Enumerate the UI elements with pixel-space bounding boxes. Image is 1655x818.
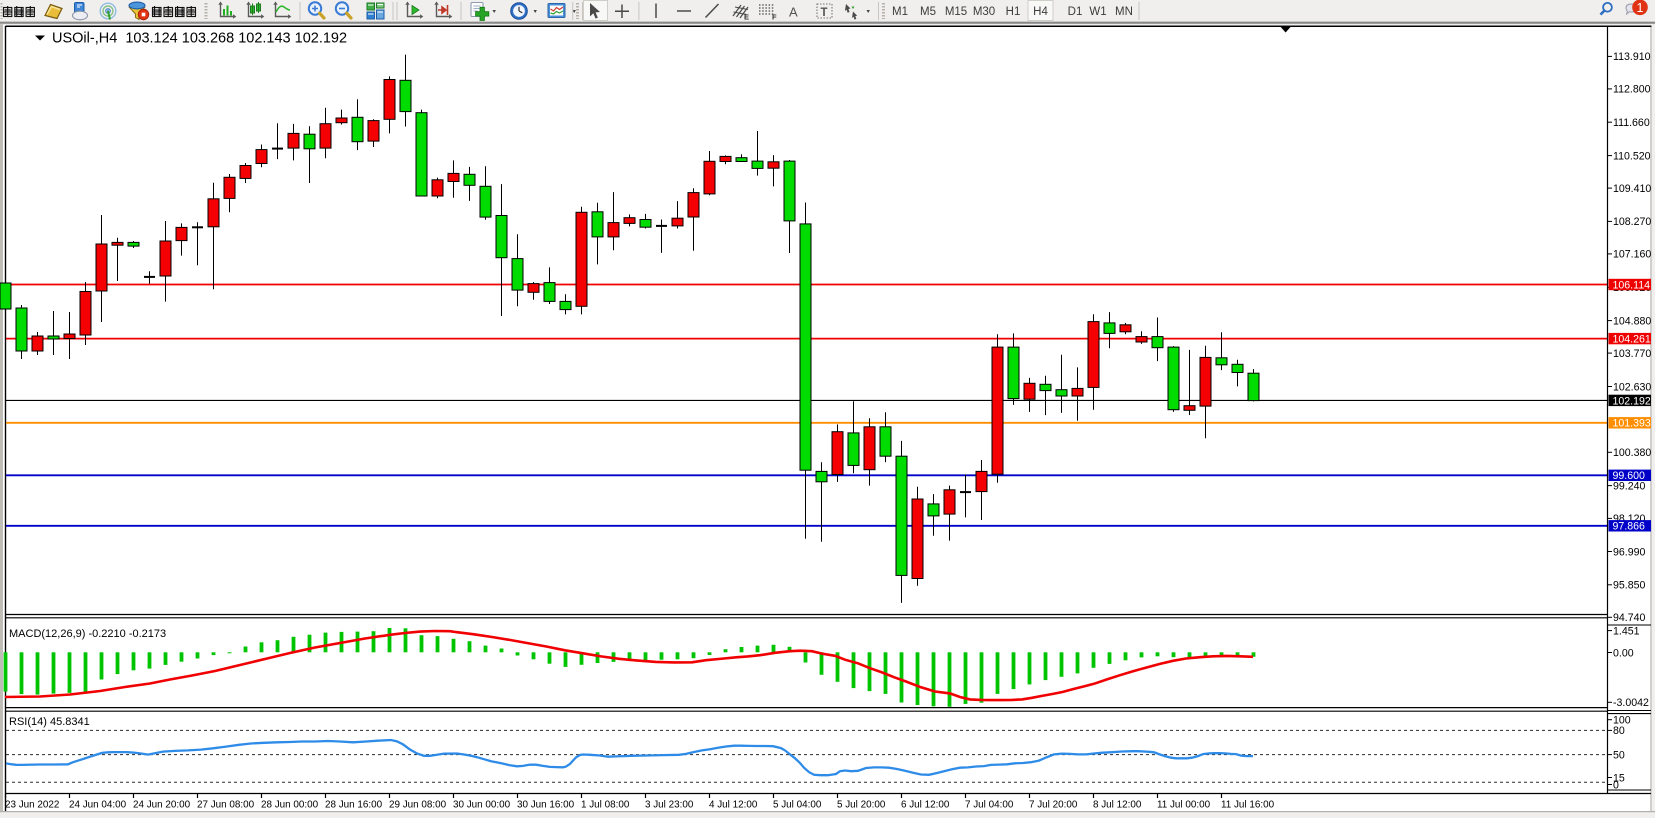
svg-text:15: 15 xyxy=(1613,772,1625,784)
svg-text:80: 80 xyxy=(1613,725,1625,737)
svg-text:30 Jun 00:00: 30 Jun 00:00 xyxy=(453,800,511,811)
svg-text:MN: MN xyxy=(1115,6,1133,18)
svg-text:3 Jul 23:00: 3 Jul 23:00 xyxy=(645,800,694,811)
svg-text:29 Jun 08:00: 29 Jun 08:00 xyxy=(389,800,447,811)
svg-text:97.866: 97.866 xyxy=(1613,521,1646,533)
svg-text:28 Jun 16:00: 28 Jun 16:00 xyxy=(325,800,383,811)
svg-text:T: T xyxy=(821,7,828,19)
svg-text:D1: D1 xyxy=(1068,6,1083,18)
svg-text:99.240: 99.240 xyxy=(1613,480,1646,492)
svg-text:23 Jun 2022: 23 Jun 2022 xyxy=(5,800,59,811)
svg-text:A: A xyxy=(789,5,798,20)
svg-text:111.660: 111.660 xyxy=(1613,117,1650,129)
svg-text:E: E xyxy=(744,13,749,22)
svg-text:103.770: 103.770 xyxy=(1613,348,1651,360)
svg-text:MACD(12,26,9) -0.2210 -0.2173: MACD(12,26,9) -0.2210 -0.2173 xyxy=(9,628,166,640)
svg-text:104.261: 104.261 xyxy=(1613,334,1651,346)
svg-text:108.270: 108.270 xyxy=(1613,216,1651,228)
svg-text:1.451: 1.451 xyxy=(1613,625,1640,637)
svg-text:USOil-,H4 103.124 103.268 102: USOil-,H4 103.124 103.268 102.143 102.19… xyxy=(52,31,347,47)
svg-text:1 Jul 08:00: 1 Jul 08:00 xyxy=(581,800,630,811)
svg-text:101.393: 101.393 xyxy=(1613,418,1651,430)
svg-text:96.990: 96.990 xyxy=(1613,546,1646,558)
svg-text:112.800: 112.800 xyxy=(1613,84,1651,96)
svg-text:RSI(14) 45.8341: RSI(14) 45.8341 xyxy=(9,716,90,728)
svg-text:99.600: 99.600 xyxy=(1613,470,1646,482)
svg-text:4 Jul 12:00: 4 Jul 12:00 xyxy=(709,800,758,811)
svg-text:7 Jul 20:00: 7 Jul 20:00 xyxy=(1029,800,1078,811)
svg-text:24 Jun 20:00: 24 Jun 20:00 xyxy=(133,800,191,811)
svg-text:7 Jul 04:00: 7 Jul 04:00 xyxy=(965,800,1014,811)
svg-text:0: 0 xyxy=(1613,779,1619,791)
svg-text:109.410: 109.410 xyxy=(1613,183,1651,195)
svg-text:-3.0042: -3.0042 xyxy=(1613,697,1649,709)
svg-text:50: 50 xyxy=(1613,749,1625,761)
svg-text:5 Jul 04:00: 5 Jul 04:00 xyxy=(773,800,822,811)
svg-text:30 Jun 16:00: 30 Jun 16:00 xyxy=(517,800,575,811)
svg-text:95.850: 95.850 xyxy=(1613,580,1646,592)
svg-text:H4: H4 xyxy=(1033,6,1048,18)
svg-text:102.630: 102.630 xyxy=(1613,381,1651,393)
svg-text:107.160: 107.160 xyxy=(1613,249,1651,261)
svg-text:8 Jul 12:00: 8 Jul 12:00 xyxy=(1093,800,1142,811)
svg-text:M15: M15 xyxy=(945,6,967,18)
svg-text:W1: W1 xyxy=(1089,6,1106,18)
svg-text:H1: H1 xyxy=(1006,6,1021,18)
svg-text:0.00: 0.00 xyxy=(1613,647,1634,659)
svg-text:102.192: 102.192 xyxy=(1613,395,1651,407)
svg-text:6 Jul 12:00: 6 Jul 12:00 xyxy=(901,800,950,811)
svg-text:27 Jun 08:00: 27 Jun 08:00 xyxy=(197,800,255,811)
svg-text:24 Jun 04:00: 24 Jun 04:00 xyxy=(69,800,127,811)
svg-text:28 Jun 00:00: 28 Jun 00:00 xyxy=(261,800,319,811)
svg-text:M5: M5 xyxy=(920,6,936,18)
svg-text:F: F xyxy=(772,13,777,22)
svg-text:5 Jul 20:00: 5 Jul 20:00 xyxy=(837,800,886,811)
svg-text:1: 1 xyxy=(1637,1,1644,15)
svg-text:106.114: 106.114 xyxy=(1613,279,1651,291)
svg-text:94.740: 94.740 xyxy=(1613,612,1646,624)
svg-text:11 Jul 16:00: 11 Jul 16:00 xyxy=(1221,800,1275,811)
svg-text:104.880: 104.880 xyxy=(1613,315,1651,327)
svg-text:110.520: 110.520 xyxy=(1613,150,1651,162)
svg-text:M30: M30 xyxy=(973,6,995,18)
svg-text:100: 100 xyxy=(1613,715,1631,727)
svg-text:100.380: 100.380 xyxy=(1613,447,1651,459)
svg-text:11 Jul 00:00: 11 Jul 00:00 xyxy=(1157,800,1211,811)
svg-text:113.910: 113.910 xyxy=(1613,51,1651,63)
svg-text:M1: M1 xyxy=(892,6,908,18)
